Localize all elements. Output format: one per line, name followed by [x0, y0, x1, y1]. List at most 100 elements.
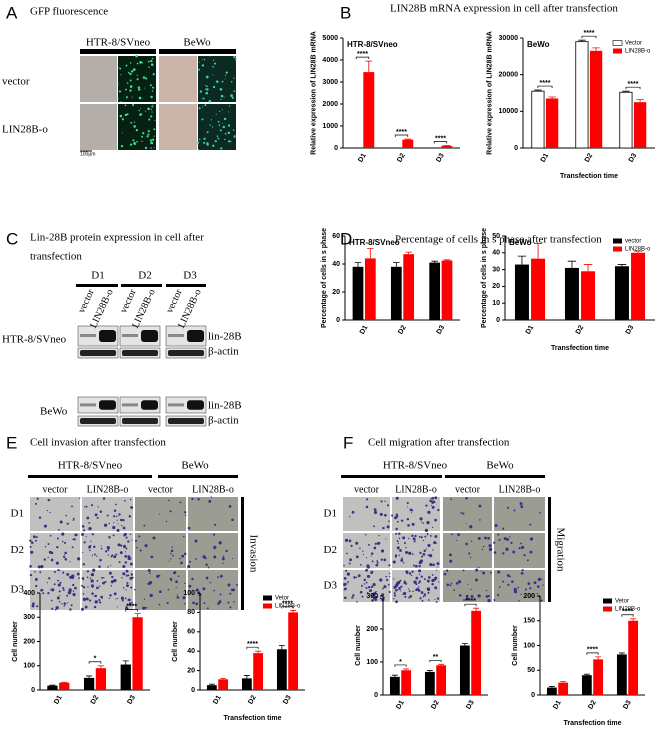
band [80, 334, 96, 337]
texture-dot [393, 594, 397, 597]
x-axis-label: Transfection time [564, 720, 622, 727]
texture-dot [478, 504, 482, 508]
texture-dot [71, 505, 73, 508]
texture-dot [371, 594, 374, 597]
texture-dot [117, 543, 121, 547]
texture-dot [113, 522, 115, 524]
band [168, 403, 184, 407]
bar [589, 50, 603, 149]
texture-dot [375, 563, 379, 567]
texture-dot [144, 146, 148, 150]
bar [633, 102, 647, 148]
texture-dot [94, 594, 98, 598]
texture-dot [134, 539, 138, 542]
texture-dot [170, 549, 174, 553]
texture-dot [212, 85, 216, 89]
texture-dot [141, 135, 144, 138]
texture-dot [426, 532, 429, 535]
texture-dot [151, 111, 153, 113]
texture-dot [436, 562, 440, 566]
texture-dot [502, 527, 505, 530]
y-tick-label: 20 [492, 283, 500, 290]
texture-dot [176, 596, 180, 599]
texture-dot [96, 555, 98, 557]
texture-dot [99, 558, 102, 562]
panel-title: Lin-28B protein expression in cell after [30, 232, 204, 244]
row-label: D2 [324, 544, 337, 556]
day-bar [76, 284, 118, 287]
error-bar [548, 686, 555, 688]
texture-dot [423, 593, 427, 596]
significance-bracket [125, 609, 138, 612]
texture-dot [187, 565, 191, 569]
texture-dot [216, 80, 219, 83]
texture-dot [96, 586, 99, 590]
texture-dot [92, 570, 94, 572]
bar [471, 610, 482, 695]
texture-dot [119, 114, 123, 118]
y-tick-label: 30000 [499, 35, 519, 42]
texture-dot [150, 555, 154, 559]
brightfield-image [159, 104, 197, 150]
texture-dot [121, 524, 123, 527]
bar [120, 664, 131, 690]
texture-dot [402, 536, 406, 540]
texture-dot [175, 580, 178, 584]
texture-dot [389, 575, 391, 578]
panel-letter: E [6, 433, 17, 452]
significance-bracket [621, 614, 634, 617]
texture-dot [198, 138, 201, 141]
texture-dot [533, 581, 537, 585]
legend-label: LIN28B-o [615, 607, 641, 613]
texture-dot [122, 600, 124, 602]
texture-dot [394, 584, 398, 587]
texture-dot [422, 539, 425, 542]
texture-dot [352, 594, 355, 597]
bar [531, 90, 545, 149]
texture-dot [138, 109, 140, 112]
texture-dot [460, 511, 462, 514]
texture-dot [408, 596, 411, 599]
texture-dot [113, 509, 117, 512]
texture-dot [100, 547, 103, 550]
texture-dot [410, 512, 413, 514]
texture-dot [403, 542, 406, 545]
texture-dot [427, 510, 431, 514]
texture-dot [129, 556, 131, 558]
texture-dot [131, 539, 133, 541]
texture-dot [182, 596, 186, 600]
texture-dot [376, 560, 379, 562]
significance-label: **** [540, 80, 551, 87]
texture-dot [220, 98, 222, 101]
texture-dot [418, 581, 421, 584]
significance-bracket [246, 646, 259, 650]
band [80, 350, 116, 356]
protein-label: β-actin [208, 415, 239, 427]
texture-dot [96, 580, 99, 582]
texture-dot [443, 572, 447, 576]
texture-dot [381, 550, 384, 552]
texture-dot [39, 571, 42, 574]
texture-dot [116, 528, 120, 532]
header-bar [445, 475, 545, 478]
band [99, 400, 116, 410]
texture-dot [462, 569, 465, 572]
texture-dot [194, 557, 197, 560]
texture-dot [233, 90, 236, 93]
texture-dot [456, 539, 458, 542]
texture-dot [228, 140, 231, 143]
bar [241, 678, 252, 690]
texture-dot [432, 498, 434, 500]
bar [401, 670, 412, 695]
texture-dot [184, 582, 186, 585]
x-axis-label: Transfection time [224, 715, 282, 722]
texture-dot [450, 582, 453, 584]
y-tick-label: 150 [523, 618, 535, 625]
error-bar [426, 670, 433, 672]
texture-dot [523, 554, 526, 557]
texture-dot [126, 584, 129, 588]
x-tick-label: D2 [397, 324, 408, 335]
texture-dot [396, 520, 399, 523]
texture-dot [63, 605, 66, 607]
texture-dot [219, 129, 222, 132]
